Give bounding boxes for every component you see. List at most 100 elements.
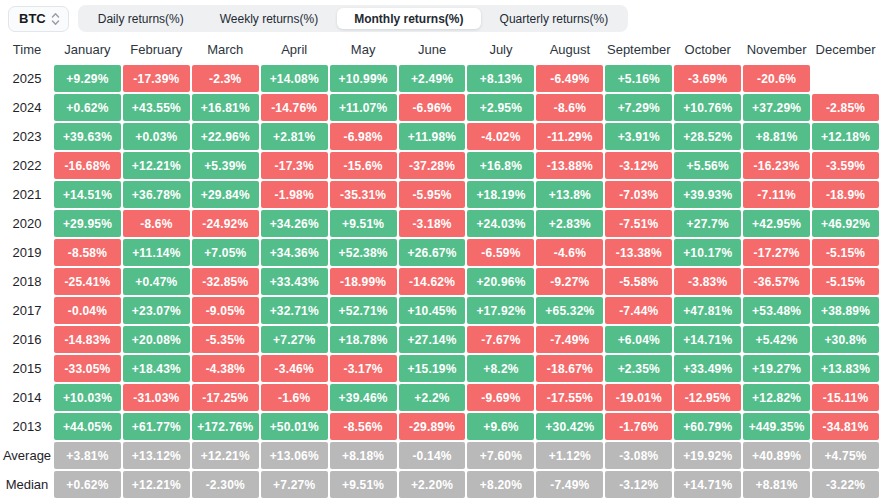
return-cell: +65.32% xyxy=(536,297,603,324)
return-cell: +15.19% xyxy=(399,355,466,382)
return-cell: -17.27% xyxy=(743,239,810,266)
return-cell: +29.84% xyxy=(192,181,259,208)
return-cell: +53.48% xyxy=(743,297,810,324)
return-cell: +2.2% xyxy=(399,384,466,411)
return-cell: +172.76% xyxy=(192,413,259,440)
return-cell: -8.58% xyxy=(54,239,121,266)
return-cell: +0.03% xyxy=(123,123,190,150)
return-cell: +18.78% xyxy=(330,326,397,353)
return-cell: +60.79% xyxy=(674,413,741,440)
return-cell: +2.95% xyxy=(467,94,534,121)
return-cell: -6.98% xyxy=(330,123,397,150)
month-header-march: March xyxy=(192,36,259,65)
return-cell: -2.85% xyxy=(812,94,879,121)
tab-monthly-returns[interactable]: Monthly returns(%) xyxy=(337,8,480,29)
return-cell: +12.18% xyxy=(812,123,879,150)
toolbar: BTC Daily returns(%)Weekly returns(%)Mon… xyxy=(0,0,884,36)
return-cell: +9.29% xyxy=(54,65,121,92)
return-cell: +2.49% xyxy=(399,65,466,92)
month-header-august: August xyxy=(536,36,603,65)
returns-table: 2025+9.29%-17.39%-2.3%+14.08%+10.99%+2.4… xyxy=(0,65,884,498)
return-cell: -16.68% xyxy=(54,152,121,179)
return-cell: -1.76% xyxy=(605,413,672,440)
return-cell: -5.15% xyxy=(812,239,879,266)
return-cell: -25.41% xyxy=(54,268,121,295)
row-label-2021: 2021 xyxy=(2,181,52,208)
symbol-select[interactable]: BTC xyxy=(8,6,69,32)
return-cell: -1.98% xyxy=(261,181,328,208)
tab-daily-returns[interactable]: Daily returns(%) xyxy=(81,8,201,29)
return-cell: -3.08% xyxy=(605,442,672,469)
return-cell: -18.9% xyxy=(812,181,879,208)
return-cell: -32.85% xyxy=(192,268,259,295)
return-cell: +18.43% xyxy=(123,355,190,382)
return-cell: -35.31% xyxy=(330,181,397,208)
return-cell: -7.67% xyxy=(467,326,534,353)
row-label-2018: 2018 xyxy=(2,268,52,295)
return-cell: +46.92% xyxy=(812,210,879,237)
return-cell: -13.38% xyxy=(605,239,672,266)
tab-weekly-returns[interactable]: Weekly returns(%) xyxy=(203,8,335,29)
return-cell: +12.82% xyxy=(743,384,810,411)
return-cell: +4.75% xyxy=(812,442,879,469)
return-cell: +10.76% xyxy=(674,94,741,121)
return-cell: +12.21% xyxy=(123,152,190,179)
return-cell: -3.18% xyxy=(399,210,466,237)
return-cell: +20.08% xyxy=(123,326,190,353)
row-label-2019: 2019 xyxy=(2,239,52,266)
return-cell: +11.14% xyxy=(123,239,190,266)
return-cell-empty xyxy=(812,65,879,92)
return-cell: -14.76% xyxy=(261,94,328,121)
return-cell: -17.55% xyxy=(536,384,603,411)
return-cell: -17.39% xyxy=(123,65,190,92)
month-header-july: July xyxy=(467,36,534,65)
return-cell: -7.44% xyxy=(605,297,672,324)
return-cell: -13.88% xyxy=(536,152,603,179)
return-cell: +30.8% xyxy=(812,326,879,353)
return-cell: -31.03% xyxy=(123,384,190,411)
return-cell: +8.2% xyxy=(467,355,534,382)
return-cell: +14.71% xyxy=(674,471,741,498)
return-cell: +34.26% xyxy=(261,210,328,237)
return-cell: -4.02% xyxy=(467,123,534,150)
return-cell: +36.78% xyxy=(123,181,190,208)
return-cell: +5.42% xyxy=(743,326,810,353)
table-header: TimeJanuaryFebruaryMarchAprilMayJuneJuly… xyxy=(0,36,884,65)
return-cell: +2.83% xyxy=(536,210,603,237)
return-cell: +47.81% xyxy=(674,297,741,324)
return-cell: -16.23% xyxy=(743,152,810,179)
return-cell: +29.95% xyxy=(54,210,121,237)
return-cell: +14.51% xyxy=(54,181,121,208)
return-cell: -4.6% xyxy=(536,239,603,266)
return-cell: -18.99% xyxy=(330,268,397,295)
return-cell: +52.71% xyxy=(330,297,397,324)
return-cell: -6.49% xyxy=(536,65,603,92)
return-cell: +9.51% xyxy=(330,210,397,237)
return-cell: -2.30% xyxy=(192,471,259,498)
row-label-2016: 2016 xyxy=(2,326,52,353)
row-label-2014: 2014 xyxy=(2,384,52,411)
month-header-february: February xyxy=(123,36,190,65)
return-cell: -3.46% xyxy=(261,355,328,382)
return-cell: -34.81% xyxy=(812,413,879,440)
return-cell: +10.03% xyxy=(54,384,121,411)
return-cell: +11.07% xyxy=(330,94,397,121)
return-cell: +42.95% xyxy=(743,210,810,237)
return-cell: +61.77% xyxy=(123,413,190,440)
return-cell: -14.83% xyxy=(54,326,121,353)
return-cell: -5.58% xyxy=(605,268,672,295)
return-cell: -3.83% xyxy=(674,268,741,295)
return-cell: -3.22% xyxy=(812,471,879,498)
return-cell: +10.99% xyxy=(330,65,397,92)
return-cell: +20.96% xyxy=(467,268,534,295)
return-cell: +10.17% xyxy=(674,239,741,266)
return-cell: +5.16% xyxy=(605,65,672,92)
month-header-october: October xyxy=(674,36,741,65)
return-cell: -3.12% xyxy=(605,471,672,498)
return-cell: -15.6% xyxy=(330,152,397,179)
return-cell: -3.69% xyxy=(674,65,741,92)
tab-quarterly-returns[interactable]: Quarterly returns(%) xyxy=(483,8,626,29)
return-cell: -11.29% xyxy=(536,123,603,150)
symbol-select-value: BTC xyxy=(19,11,46,26)
return-cell: -5.35% xyxy=(192,326,259,353)
